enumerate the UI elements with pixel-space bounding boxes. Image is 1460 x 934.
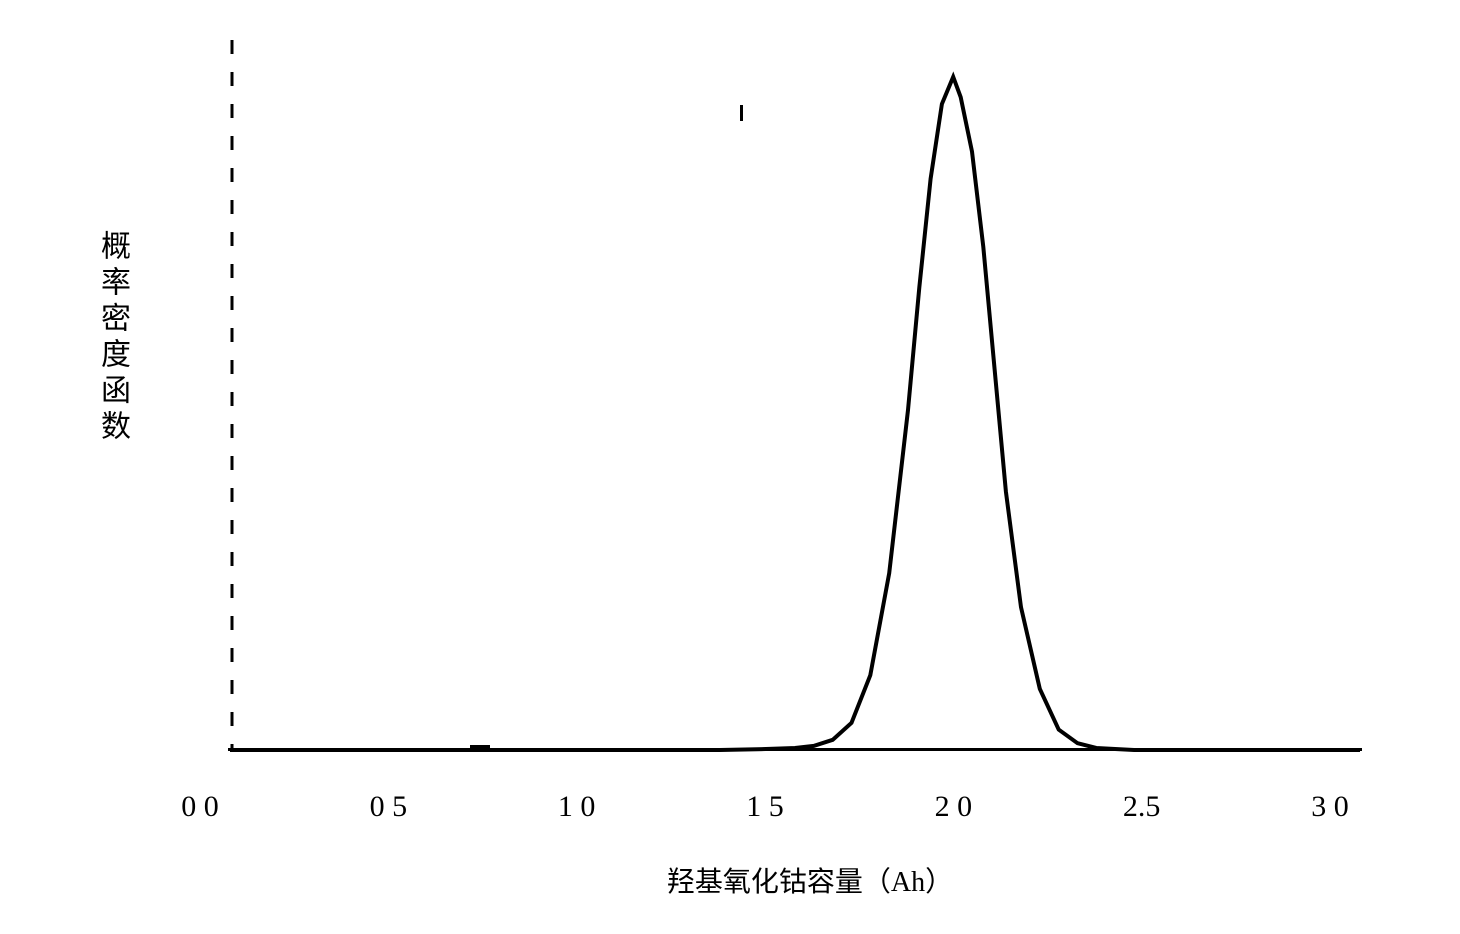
density-curve [230, 40, 1360, 750]
x-tick-label: 2 0 [913, 790, 993, 824]
y-axis-label: 概率密度函数 [90, 230, 134, 446]
x-tick-label: 0 0 [160, 790, 240, 824]
x-axis-label: 羟基氧化钴容量（Ah） [560, 860, 1060, 900]
x-tick-label: 1 5 [725, 790, 805, 824]
x-tick-label: 3 0 [1290, 790, 1370, 824]
x-tick-label: 0 5 [348, 790, 428, 824]
chart-container: 概率密度函数 0 0 0 5 1 0 1 5 2 0 2.5 3 0 羟基氧化钴容量（Ah） [0, 0, 1460, 934]
x-tick-label: 2.5 [1102, 790, 1182, 824]
x-tick-label: 1 0 [537, 790, 617, 824]
